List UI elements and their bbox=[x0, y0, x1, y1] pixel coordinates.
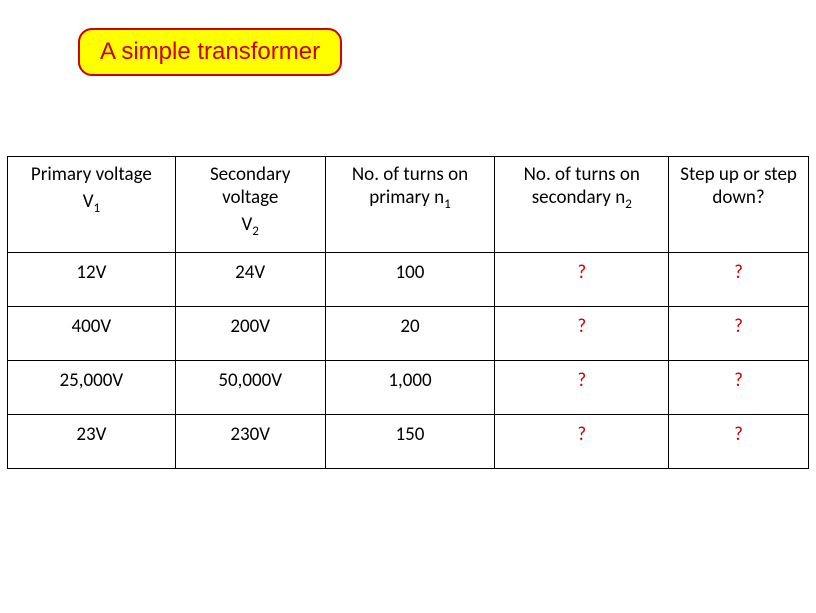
question-mark: ? bbox=[577, 423, 586, 446]
header-text: Primary voltage bbox=[16, 163, 167, 186]
table-cell: ? bbox=[669, 307, 809, 361]
table-cell: ? bbox=[495, 307, 669, 361]
table-cell: 100 bbox=[325, 253, 495, 307]
table-cell: 12V bbox=[8, 253, 176, 307]
header-secondary-turns: No. of turns on secondary n2 bbox=[495, 157, 669, 253]
header-step-type: Step up or step down? bbox=[669, 157, 809, 253]
table-cell: ? bbox=[495, 253, 669, 307]
table-cell: 200V bbox=[175, 307, 325, 361]
table-cell: 230V bbox=[175, 415, 325, 469]
header-symbol: V1 bbox=[16, 190, 167, 216]
table-cell: 50,000V bbox=[175, 361, 325, 415]
table-cell: ? bbox=[669, 361, 809, 415]
header-symbol: V2 bbox=[184, 213, 317, 239]
table-cell: 150 bbox=[325, 415, 495, 469]
table-cell: 24V bbox=[175, 253, 325, 307]
header-primary-turns: No. of turns on primary n1 bbox=[325, 157, 495, 253]
question-mark: ? bbox=[734, 261, 743, 284]
table-row: 400V200V20?? bbox=[8, 307, 809, 361]
question-mark: ? bbox=[734, 423, 743, 446]
table-cell: 400V bbox=[8, 307, 176, 361]
table-header-row: Primary voltage V1 Secondary voltage V2 … bbox=[8, 157, 809, 253]
table-body: 12V24V100??400V200V20??25,000V50,000V1,0… bbox=[8, 253, 809, 469]
question-mark: ? bbox=[577, 261, 586, 284]
table-cell: ? bbox=[495, 415, 669, 469]
slide-title: A simple transformer bbox=[78, 28, 342, 76]
question-mark: ? bbox=[577, 315, 586, 338]
header-text: No. of turns on secondary n bbox=[524, 163, 640, 209]
table-row: 23V230V150?? bbox=[8, 415, 809, 469]
header-text: Secondary voltage bbox=[184, 163, 317, 209]
table-cell: ? bbox=[669, 253, 809, 307]
table-row: 25,000V50,000V1,000?? bbox=[8, 361, 809, 415]
table-cell: 1,000 bbox=[325, 361, 495, 415]
header-secondary-voltage: Secondary voltage V2 bbox=[175, 157, 325, 253]
header-primary-voltage: Primary voltage V1 bbox=[8, 157, 176, 253]
question-mark: ? bbox=[734, 315, 743, 338]
question-mark: ? bbox=[734, 369, 743, 392]
table-cell: ? bbox=[669, 415, 809, 469]
table-row: 12V24V100?? bbox=[8, 253, 809, 307]
table-cell: ? bbox=[495, 361, 669, 415]
table-cell: 20 bbox=[325, 307, 495, 361]
transformer-table: Primary voltage V1 Secondary voltage V2 … bbox=[7, 156, 809, 469]
header-text: Step up or step down? bbox=[677, 163, 800, 209]
question-mark: ? bbox=[577, 369, 586, 392]
table-cell: 23V bbox=[8, 415, 176, 469]
table-cell: 25,000V bbox=[8, 361, 176, 415]
